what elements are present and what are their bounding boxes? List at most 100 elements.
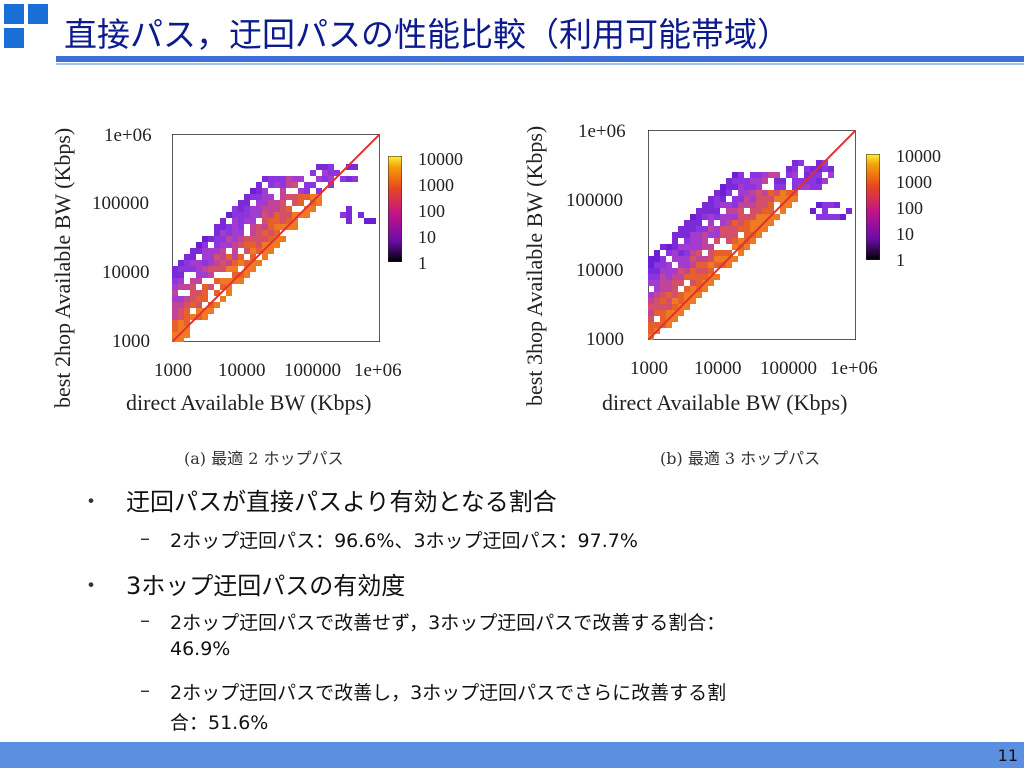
heatmap-cell: [696, 238, 702, 244]
heatmap-cell: [744, 220, 750, 226]
heatmap-cell: [346, 164, 352, 170]
heatmap-cell: [738, 196, 744, 202]
plot-a-y-axis-label: best 2hop Available BW (Kbps): [50, 127, 75, 408]
heatmap-cell: [732, 220, 738, 226]
heatmap-cell: [286, 206, 292, 212]
heatmap-cell: [660, 262, 666, 268]
heatmap-cell: [666, 250, 672, 256]
heatmap-cell: [244, 200, 250, 206]
heatmap-cell: [726, 220, 732, 226]
heatmap-cell: [708, 256, 714, 262]
heatmap-cell: [696, 232, 702, 238]
heatmap-cell: [756, 196, 762, 202]
heatmap-cell: [660, 280, 666, 286]
heatmap-cell: [672, 268, 678, 274]
heatmap-cell: [732, 184, 738, 190]
heatmap-cell: [262, 230, 268, 236]
heatmap-cell: [214, 266, 220, 272]
heatmap-cell: [792, 184, 798, 190]
heatmap-cell: [184, 320, 190, 326]
bullet-marker: ・: [80, 574, 103, 599]
heatmap-cell: [190, 284, 196, 290]
heatmap-cell: [702, 268, 708, 274]
heatmap-cell: [238, 236, 244, 242]
heatmap-cell: [780, 208, 786, 214]
heatmap-cell: [244, 242, 250, 248]
plot-b-xtick: 10000: [694, 358, 742, 379]
heatmap-cell: [256, 224, 262, 230]
heatmap-cell: [684, 268, 690, 274]
heatmap-cell: [726, 202, 732, 208]
heatmap-cell: [750, 220, 756, 226]
bullet-item: 3ホップ迂回パスの有効度: [126, 572, 406, 600]
heatmap-cell: [732, 238, 738, 244]
heatmap-cell: [232, 206, 238, 212]
heatmap-cell: [250, 218, 256, 224]
heatmap-cell: [648, 268, 654, 274]
heatmap-cell: [678, 280, 684, 286]
heatmap-cell: [262, 224, 268, 230]
heatmap-cell: [762, 202, 768, 208]
heatmap-cell: [190, 266, 196, 272]
heatmap-cell: [696, 244, 702, 250]
heatmap-cell: [172, 266, 178, 272]
heatmap-cell: [798, 184, 804, 190]
heatmap-cell: [190, 248, 196, 254]
heatmap-cell: [370, 218, 376, 224]
heatmap-cell: [268, 236, 274, 242]
heatmap-cell: [732, 256, 738, 262]
heatmap-cell: [244, 248, 250, 254]
heatmap-cell: [714, 196, 720, 202]
heatmap-cell: [262, 188, 268, 194]
heatmap-cell: [208, 308, 214, 314]
heatmap-cell: [828, 166, 834, 172]
heatmap-cell: [720, 220, 726, 226]
heatmap-cell: [172, 308, 178, 314]
heatmap-cell: [672, 274, 678, 280]
heatmap-cell: [262, 218, 268, 224]
heatmap-cell: [286, 182, 292, 188]
heatmap-cell: [810, 184, 816, 190]
heatmap-cell: [714, 250, 720, 256]
heatmap-cell: [280, 182, 286, 188]
heatmap-cell: [654, 262, 660, 268]
heatmap-cell: [672, 232, 678, 238]
heatmap-cell: [822, 178, 828, 184]
heatmap-cell: [726, 238, 732, 244]
heatmap-cell: [726, 208, 732, 214]
heatmap-cell: [816, 178, 822, 184]
heatmap-cell: [256, 260, 262, 266]
heatmap-cell: [226, 236, 232, 242]
heatmap-cell: [226, 212, 232, 218]
heatmap-cell: [654, 304, 660, 310]
heatmap-cell: [220, 278, 226, 284]
plot-b-ytick: 1e+06: [578, 121, 626, 142]
heatmap-cell: [654, 322, 660, 328]
heatmap-cell: [696, 256, 702, 262]
heatmap-cell: [256, 242, 262, 248]
heatmap-cell: [816, 202, 822, 208]
heatmap-cell: [274, 176, 280, 182]
sub-bullet-item-continued: 合：51.6%: [170, 712, 269, 734]
heatmap-cell: [244, 194, 250, 200]
heatmap-cell: [244, 266, 250, 272]
heatmap-cell: [310, 182, 316, 188]
heatmap-cell: [220, 248, 226, 254]
heatmap-cell: [750, 208, 756, 214]
heatmap-cell: [738, 178, 744, 184]
heatmap-cell: [774, 196, 780, 202]
heatmap-cell: [654, 310, 660, 316]
heatmap-cell: [226, 260, 232, 266]
heatmap-cell: [732, 172, 738, 178]
heatmap-cell: [214, 254, 220, 260]
heatmap-cell: [708, 214, 714, 220]
heatmap-cell: [268, 230, 274, 236]
heatmap-cell: [684, 274, 690, 280]
heatmap-cell: [172, 296, 178, 302]
heatmap-cell: [756, 172, 762, 178]
heatmap-cell: [310, 206, 316, 212]
heatmap-cell: [744, 190, 750, 196]
heatmap-cell: [262, 200, 268, 206]
heatmap-cell: [178, 320, 184, 326]
heatmap-cell: [262, 242, 268, 248]
